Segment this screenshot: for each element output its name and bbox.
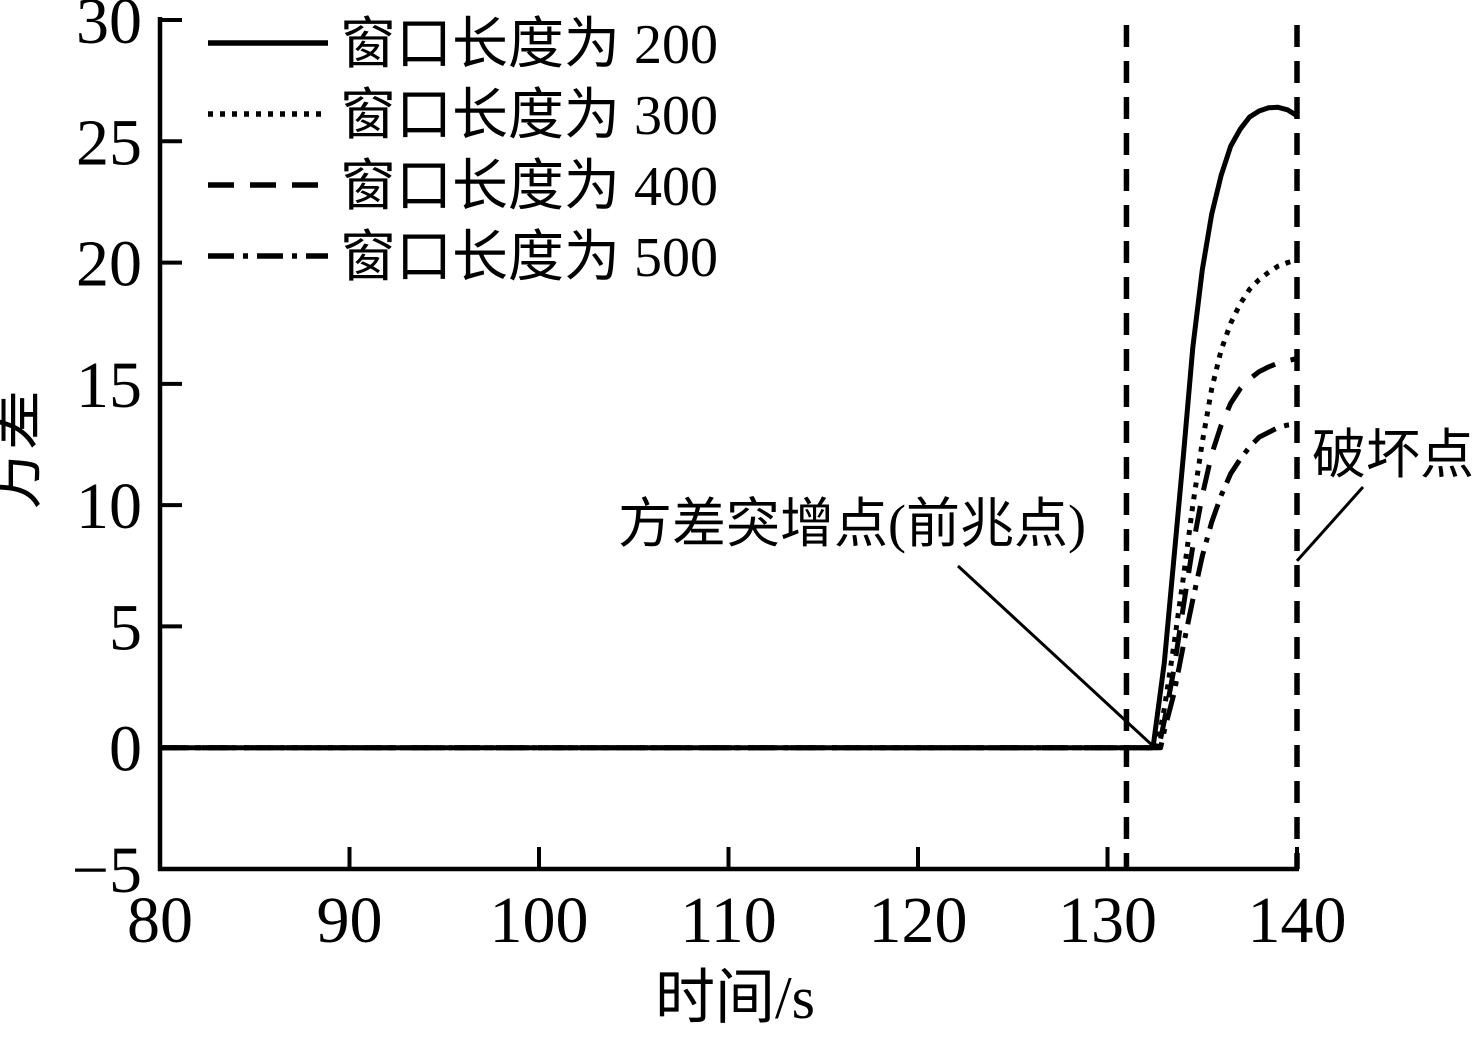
y-axis-ticks: −5 0 5 10 15 20 25 30 [72, 0, 182, 907]
legend-item-label: 窗口长度为 500 [340, 227, 718, 289]
legend-item-label: 窗口长度为 400 [340, 156, 718, 218]
y-axis-label: 方差 [0, 390, 48, 510]
series-curve-dashed [160, 355, 1298, 751]
annotation-label-precursor: 方差突增点(前兆点) [618, 494, 1086, 554]
annotations: 方差突增点(前兆点) 破坏点 [618, 425, 1474, 749]
legend-item: 窗口长度为 500 [208, 227, 718, 289]
x-tick-label: 90 [317, 884, 383, 957]
x-tick-label: 140 [1248, 884, 1347, 957]
x-tick-label: 130 [1058, 884, 1157, 957]
legend-item-label: 窗口长度为 300 [340, 85, 718, 147]
series-curve-dashdot [160, 421, 1298, 751]
y-tick-label: 10 [76, 470, 142, 543]
x-tick-label: 120 [869, 884, 968, 957]
annotation-label-failure: 破坏点 [1312, 425, 1474, 485]
y-tick-label: 25 [76, 106, 142, 179]
y-tick-label: 5 [109, 591, 142, 664]
x-tick-label: 100 [490, 884, 589, 957]
reference-vlines [1123, 25, 1300, 869]
y-tick-label: −5 [72, 834, 142, 907]
legend: 窗口长度为 200 窗口长度为 300 窗口长度为 400 窗口长度为 500 [208, 14, 718, 289]
y-tick-label: 15 [76, 349, 142, 422]
legend-item: 窗口长度为 400 [208, 156, 718, 218]
series-curve-dotted [160, 257, 1298, 751]
y-tick-label: 20 [76, 228, 142, 301]
legend-item-label: 窗口长度为 200 [340, 14, 718, 76]
y-tick-label: 30 [76, 0, 142, 58]
legend-item: 窗口长度为 300 [208, 85, 718, 147]
series-curves [160, 104, 1299, 751]
x-tick-label: 80 [127, 884, 193, 957]
annotation-leader-line-precursor [956, 564, 1156, 749]
legend-item: 窗口长度为 200 [208, 14, 718, 76]
x-axis-label: 时间/s [655, 965, 815, 1031]
y-tick-label: 0 [109, 713, 142, 786]
annotation-leader-line-failure [1295, 486, 1365, 562]
x-tick-label: 110 [680, 884, 777, 957]
x-axis-ticks: 80 90 100 110 120 130 140 [127, 847, 1347, 957]
